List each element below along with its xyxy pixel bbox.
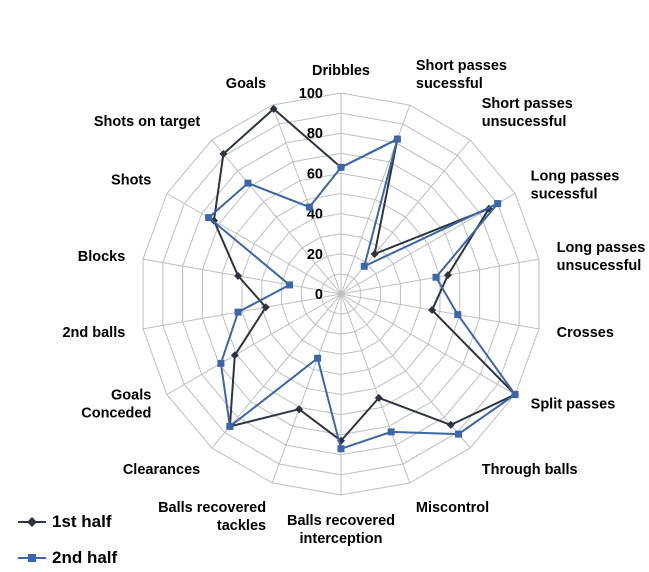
legend-item-2nd-half: 2nd half (16, 548, 117, 568)
category-label: Short passes sucessful (416, 58, 507, 92)
radial-tick-label: 20 (307, 247, 323, 263)
data-point-square (217, 359, 225, 367)
radial-tick-label: 80 (307, 126, 323, 142)
category-label: Balls recovered tackles (158, 500, 266, 534)
category-label: Crosses (557, 325, 614, 341)
grid-spoke (340, 293, 411, 484)
grid-spoke (142, 293, 342, 330)
data-point-diamond (374, 393, 383, 402)
grid-spoke (340, 293, 540, 330)
grid-spoke (166, 293, 342, 395)
category-label: 2nd balls (62, 325, 125, 341)
data-point-diamond (230, 351, 239, 360)
data-point-diamond (269, 104, 278, 113)
data-point-square (454, 311, 462, 319)
grid-spoke (142, 258, 342, 295)
grid-spoke (340, 258, 540, 295)
data-point-square (511, 391, 519, 398)
data-point-diamond (234, 271, 243, 280)
data-point-diamond (443, 271, 452, 280)
data-point-square (455, 430, 463, 438)
radial-tick-label: 60 (307, 166, 323, 182)
radial-tick-label: 100 (299, 86, 323, 102)
grid-spoke (271, 104, 342, 295)
category-label: Split passes (531, 397, 616, 413)
category-label: Long passes unsucessful (557, 240, 646, 274)
legend-item-1st-half: 1st half (16, 512, 112, 532)
category-label: Shots on target (94, 114, 201, 130)
data-point-square (360, 262, 368, 270)
grid-spoke (340, 293, 516, 395)
data-point-square (244, 179, 252, 187)
data-point-square (432, 273, 440, 281)
category-label: Long passes sucessful (531, 169, 620, 203)
legend-label-1st-half: 1st half (52, 512, 112, 531)
legend-marker-1st-half (18, 517, 46, 527)
legend-marker-2nd-half (18, 554, 46, 562)
data-point-square (393, 135, 401, 143)
data-point-diamond (295, 405, 304, 414)
category-label: Miscontrol (416, 500, 489, 516)
grid-spoke (166, 193, 342, 295)
data-point-square (286, 281, 294, 289)
grid-spoke (271, 293, 342, 484)
category-label: Goals Conceded (81, 388, 151, 422)
data-point-diamond (370, 249, 379, 258)
category-label: Clearances (123, 462, 200, 478)
data-point-square (387, 428, 395, 436)
data-point-square (314, 354, 322, 362)
data-point-diamond (261, 303, 270, 312)
data-point-diamond (446, 420, 455, 429)
data-point-diamond (219, 149, 228, 158)
category-label: Through balls (482, 462, 578, 478)
grid-spoke (340, 293, 471, 449)
data-point-square (494, 200, 502, 208)
data-series (205, 104, 520, 453)
category-label: Dribbles (312, 63, 370, 79)
data-point-square (305, 203, 313, 211)
grid-spoke (211, 139, 342, 295)
data-point-square (337, 163, 345, 171)
category-label: Short passes unsucessful (482, 96, 573, 130)
category-label: Goals (226, 76, 266, 92)
category-labels: Dribbles Short passes sucessful Short passe… (62, 58, 645, 547)
radial-tick-label: 0 (315, 287, 323, 303)
radar-grid (142, 92, 540, 496)
grid-spoke (211, 293, 342, 449)
data-point-square (234, 308, 242, 316)
category-label: Blocks (78, 249, 126, 265)
data-point-square (205, 214, 213, 222)
data-point-square (337, 445, 345, 453)
grid-spoke (340, 104, 411, 295)
series-2nd-half (205, 135, 519, 453)
category-label: Balls recovered interception (287, 513, 395, 547)
category-label: Shots (111, 173, 151, 189)
data-point-square (226, 422, 234, 430)
legend-label-2nd-half: 2nd half (52, 548, 118, 567)
data-point-diamond (428, 306, 437, 315)
